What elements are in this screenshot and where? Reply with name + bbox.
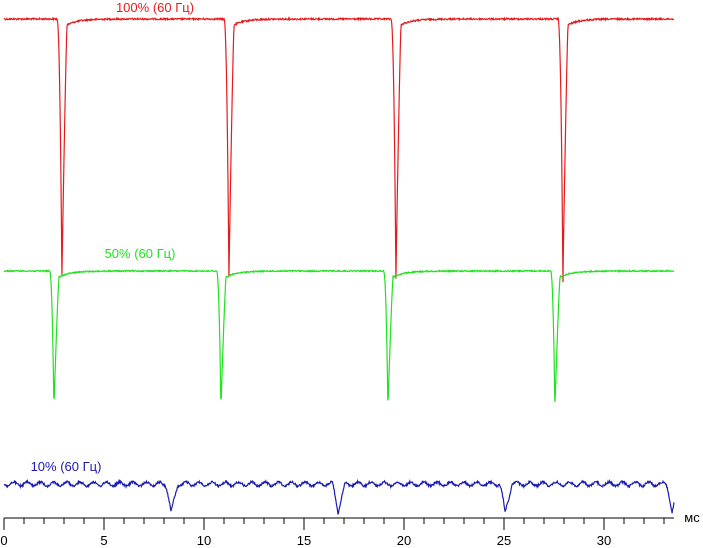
series-label-100: 100% (60 Гц) [116,0,194,15]
x-axis-unit-label: мс [684,510,700,525]
series-labels-group: 100% (60 Гц) 50% (60 Гц) 10% (60 Гц) [31,0,194,474]
x-tick-label: 0 [0,533,7,548]
traces-group [3,16,675,516]
series-label-50: 50% (60 Гц) [105,246,176,261]
x-axis: 0 5 10 15 20 25 30 мс [0,510,700,548]
series-line-0 [3,16,675,283]
x-tick-label: 30 [597,533,611,548]
x-tick-label: 20 [397,533,411,548]
x-tick-label: 10 [197,533,211,548]
series-label-10: 10% (60 Гц) [31,459,102,474]
x-tick-label: 25 [497,533,511,548]
series-line-1 [3,269,675,403]
series-line-2 [3,478,675,516]
x-tick-label: 15 [297,533,311,548]
x-tick-label: 5 [100,533,107,548]
